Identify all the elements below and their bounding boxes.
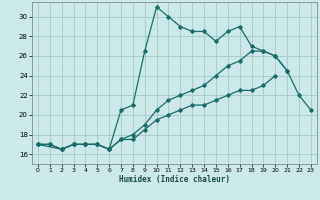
X-axis label: Humidex (Indice chaleur): Humidex (Indice chaleur) (119, 175, 230, 184)
